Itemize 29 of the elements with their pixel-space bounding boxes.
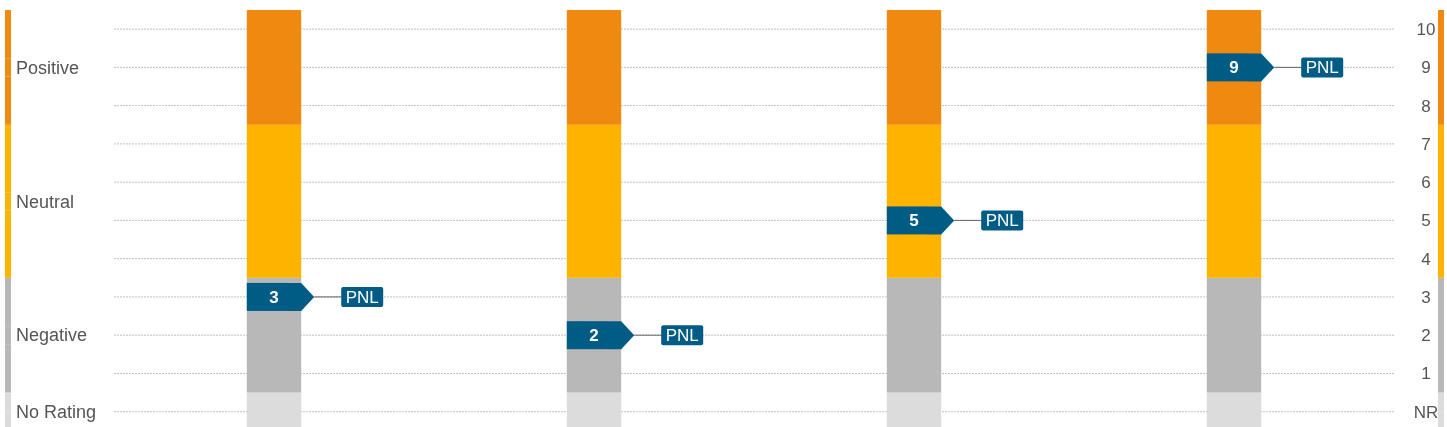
y-tick-label: 3 xyxy=(1421,287,1431,307)
y-tick-label: 10 xyxy=(1416,20,1436,40)
text: PNL xyxy=(1305,58,1339,78)
legend-label: PNL xyxy=(345,287,379,307)
y-tick-label: 6 xyxy=(1421,173,1431,193)
bar xyxy=(566,10,622,125)
data-label: 9 xyxy=(1229,58,1239,78)
data-label: 5 xyxy=(909,211,919,231)
text: PNL xyxy=(665,326,699,346)
bar xyxy=(886,10,942,125)
bar xyxy=(246,124,302,278)
y-tick-label: 4 xyxy=(1421,249,1431,269)
y-tick-label: 7 xyxy=(1421,134,1431,154)
legend-label: Neutral xyxy=(16,191,75,212)
text: PNL xyxy=(985,211,1019,231)
y-tick-label: 8 xyxy=(1421,96,1431,116)
y-tick-label: 2 xyxy=(1421,326,1431,346)
y-tick-label: 1 xyxy=(1421,364,1431,384)
legend-label: No Rating xyxy=(16,402,97,422)
y-tick-label: 5 xyxy=(1421,211,1431,231)
legend-label: Positive xyxy=(16,57,80,78)
bar xyxy=(246,10,302,125)
y-tick-label: 9 xyxy=(1421,58,1431,78)
legend-label: Negative xyxy=(16,325,88,346)
y-tick-label: NR xyxy=(1413,402,1439,422)
data-label: 3 xyxy=(269,287,279,307)
data-label: 2 xyxy=(589,326,599,346)
bar xyxy=(1206,124,1262,278)
bar xyxy=(566,124,622,278)
